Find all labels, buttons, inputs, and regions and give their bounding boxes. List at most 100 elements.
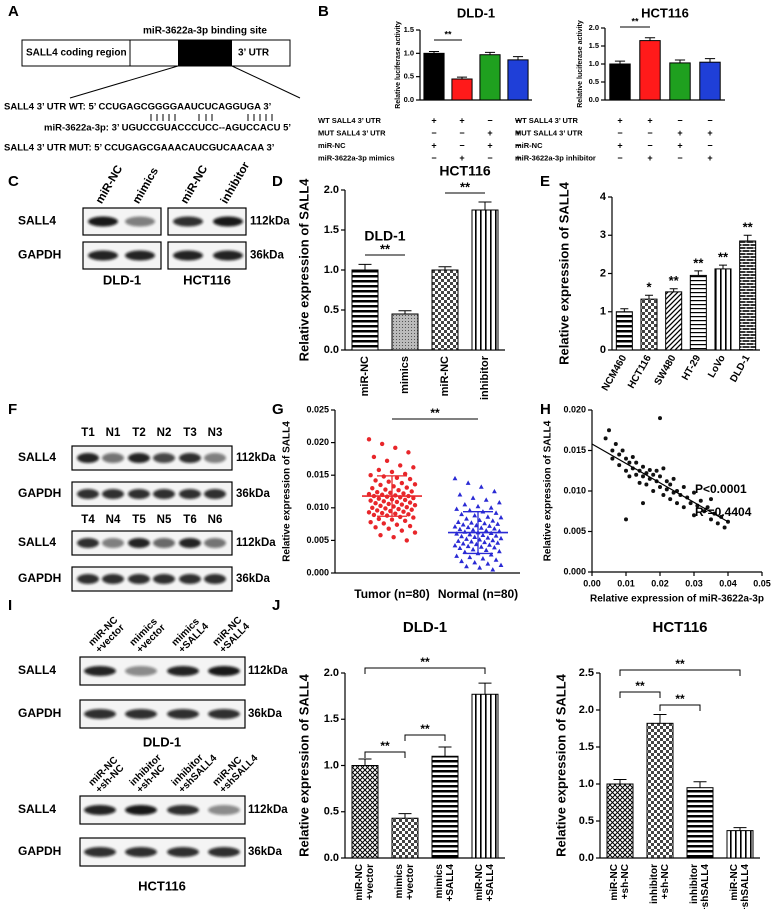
- y-tick-label: 0.0: [404, 95, 414, 104]
- data-point: [671, 476, 676, 481]
- data-point: [490, 537, 496, 543]
- bar: [699, 61, 721, 101]
- condition-sign: +: [647, 115, 652, 125]
- bar: [665, 291, 683, 351]
- band: [102, 538, 124, 548]
- data-point: [634, 472, 639, 477]
- data-point: [702, 509, 707, 514]
- data-point: [490, 567, 496, 572]
- panel-label: I: [8, 597, 12, 614]
- data-point: [452, 475, 458, 481]
- coding-region-label: SALL4 coding region: [26, 48, 127, 59]
- x-tick-label: +shSALL4: [740, 864, 751, 909]
- data-point: [624, 517, 628, 522]
- data-point: [607, 428, 611, 433]
- data-point: [709, 497, 713, 502]
- data-point: [681, 484, 686, 489]
- significance-label: **: [460, 179, 471, 194]
- x-tick-label: +SALL4: [445, 864, 456, 902]
- x-tick-label: +sh-NC: [620, 864, 631, 899]
- condition-label: miR-3622a-3p inhibitor: [515, 153, 596, 162]
- band: [208, 666, 240, 676]
- data-point: [393, 445, 398, 451]
- bar: [351, 765, 379, 859]
- data-point: [487, 542, 492, 547]
- data-point: [407, 523, 413, 529]
- y-tick-label: 1.5: [404, 25, 414, 34]
- data-point: [375, 489, 380, 495]
- data-point: [705, 505, 710, 510]
- band: [167, 666, 199, 676]
- data-point: [386, 526, 391, 531]
- y-tick-label: 1.5: [324, 224, 339, 236]
- data-point: [482, 539, 487, 545]
- data-point: [398, 463, 403, 468]
- data-point: [493, 557, 499, 562]
- data-point: [378, 503, 383, 509]
- error-bar: [438, 266, 452, 270]
- data-point: [624, 456, 628, 461]
- cell-line-label: DLD-1: [143, 734, 181, 749]
- data-point: [487, 523, 492, 528]
- cell-line-label: HCT116: [183, 272, 231, 287]
- condition-sign: −: [459, 140, 464, 150]
- data-point: [485, 561, 491, 566]
- band: [167, 847, 199, 857]
- y-axis-label: Relative expression of SALL4: [282, 421, 293, 562]
- data-point: [366, 437, 372, 442]
- band: [88, 250, 118, 261]
- data-point: [396, 506, 401, 512]
- data-point: [661, 493, 666, 498]
- significance-label: **: [420, 655, 430, 669]
- data-point: [378, 482, 383, 488]
- condition-label: MUT SALL4 3’ UTR: [515, 128, 583, 137]
- size-label: 112kDa: [250, 216, 290, 228]
- y-tick-label: 0.005: [563, 526, 586, 536]
- chart-title: HCT116: [652, 619, 707, 636]
- protein-label: GAPDH: [18, 248, 61, 262]
- x-tick-label: miR-NC: [439, 356, 451, 396]
- data-point: [402, 518, 408, 524]
- band: [84, 805, 116, 815]
- bar: [507, 59, 529, 101]
- band: [125, 709, 157, 719]
- data-point: [370, 486, 375, 491]
- data-point: [399, 502, 405, 507]
- y-tick-label: 2.5: [579, 667, 594, 679]
- error-bar: [398, 310, 412, 314]
- y-tick-label: 0.000: [306, 567, 329, 577]
- data-point: [658, 484, 662, 489]
- data-point: [371, 454, 377, 460]
- data-point: [381, 499, 386, 504]
- condition-sign: +: [707, 153, 712, 163]
- y-tick-label: 3: [600, 229, 606, 241]
- significance-label: **: [631, 16, 639, 26]
- x-tick-label: mimics: [434, 864, 445, 899]
- data-point: [620, 448, 625, 453]
- band: [84, 709, 116, 719]
- data-point: [469, 539, 474, 544]
- data-point: [460, 541, 466, 546]
- size-label: 112kDa: [248, 804, 288, 816]
- y-tick-label: 0.015: [306, 470, 329, 480]
- utr-label: 3’ UTR: [238, 48, 270, 59]
- panel-label: D: [272, 173, 283, 190]
- significance-label: *: [646, 280, 652, 295]
- data-point: [381, 521, 386, 526]
- error-bar: [398, 813, 412, 819]
- y-axis-label: Relative luciferase activity: [395, 21, 402, 109]
- data-point: [630, 454, 635, 459]
- data-point: [641, 464, 645, 469]
- x-tick-label: miR-NC: [609, 864, 620, 901]
- band: [167, 709, 199, 719]
- band: [88, 216, 118, 227]
- data-point: [411, 465, 416, 470]
- error-bar: [428, 50, 440, 54]
- data-point: [483, 497, 489, 502]
- condition-sign: +: [617, 140, 622, 150]
- data-point: [498, 535, 504, 541]
- error-bar: [704, 58, 716, 63]
- data-point: [402, 497, 408, 503]
- data-point: [383, 487, 388, 492]
- protein-label: SALL4: [18, 663, 56, 677]
